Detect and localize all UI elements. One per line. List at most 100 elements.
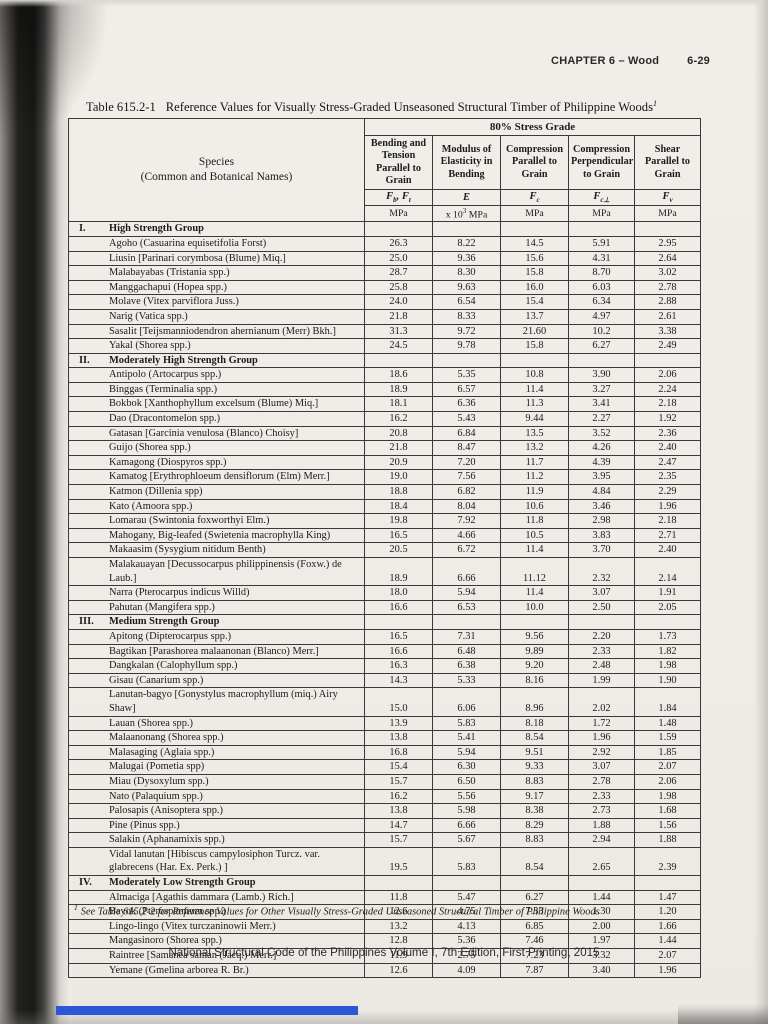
empty-value-cell — [432, 875, 501, 891]
gutter-top-shadow — [0, 0, 110, 140]
value-cell: 8.04 — [432, 498, 501, 515]
value-cell: 16.2 — [364, 788, 433, 805]
species-name-cell: Lomarau (Swintonia foxworthyi Elm.) — [68, 513, 365, 529]
value-cell: 5.83 — [432, 715, 501, 732]
value-cell: 2.06 — [633, 367, 702, 383]
value-cell: 11.4 — [500, 542, 569, 559]
species-row: Binggas (Terminalia spp.) 18.9 6.57 11.4 3.2… — [68, 381, 702, 398]
value-cell: 10.6 — [500, 498, 569, 515]
species-name-cell: Apitong (Dipterocarpus spp.) — [68, 628, 365, 645]
value-cell: 18.1 — [364, 396, 433, 413]
group-name: Moderately Low Strength Group — [109, 877, 256, 889]
species-name-cell: Lauan (Shorea spp.) — [68, 715, 365, 732]
value-cell: 5.35 — [432, 367, 501, 383]
species-name-cell: Kamagong (Diospyros spp.) — [68, 454, 365, 471]
value-cell: 10.0 — [500, 599, 569, 616]
value-cell: 5.33 — [432, 672, 501, 689]
species-name-cell: Bokbok [Xanthophyllum excelsum (Blume) M… — [68, 396, 365, 413]
value-cell: 2.47 — [633, 454, 702, 471]
value-cell: 6.72 — [432, 542, 501, 559]
value-cell: 2.94 — [568, 832, 635, 848]
col-unit-compression-perpendicular: MPa — [568, 205, 635, 223]
footnote-marker: 1 — [74, 903, 78, 912]
value-cell: 5.83 — [432, 846, 501, 877]
species-name-cell: Antipolo (Artocarpus spp.) — [68, 367, 365, 383]
page-number: 6-29 — [687, 55, 710, 67]
empty-value-cell — [633, 221, 702, 237]
value-cell: 9.20 — [500, 658, 569, 674]
species-name-cell: Gatasan [Garcinia venulosa (Blanco) Choi… — [68, 425, 365, 442]
value-cell: 3.52 — [568, 425, 635, 442]
value-cell: 24.0 — [364, 294, 433, 310]
value-cell: 20.9 — [364, 454, 433, 471]
value-cell: 2.49 — [633, 338, 702, 354]
value-cell: 19.0 — [364, 469, 433, 486]
value-cell: 13.7 — [500, 308, 569, 325]
empty-value-cell — [500, 352, 569, 369]
value-cell: 8.70 — [568, 265, 635, 281]
species-name-cell: Vidal lanutan [Hibiscus campylosiphon Tu… — [68, 846, 365, 877]
value-cell: 2.95 — [633, 235, 702, 252]
species-row: Pine (Pinus spp.) 14.7 6.66 8.29 1.88 1.56 — [68, 817, 702, 834]
empty-value-cell — [500, 221, 569, 237]
empty-value-cell — [364, 221, 433, 237]
value-cell: 14.5 — [500, 235, 569, 252]
empty-value-cell — [364, 352, 433, 369]
species-row: Palosapis (Anisoptera spp.) 13.8 5.98 8.38 2… — [68, 803, 702, 819]
species-name-cell: Kato (Amoora spp.) — [68, 498, 365, 515]
scan-edge-top — [0, 0, 768, 7]
species-name-cell: Malaanonang (Shorea spp.) — [68, 730, 365, 746]
species-name-cell: Yemane (Gmelina arborea R. Br.) — [68, 962, 365, 979]
species-name-cell: Mahogany, Big-leafed (Swietenia macrophy… — [68, 527, 365, 544]
table-header-row-top: Species (Common and Botanical Names) 80%… — [68, 117, 702, 223]
value-cell: 4.26 — [568, 440, 635, 456]
value-cell: 2.18 — [633, 513, 702, 529]
species-name-cell: Malugai (Pometia spp) — [68, 759, 365, 775]
species-name-cell: Dao (Dracontomelon spp.) — [68, 411, 365, 427]
value-cell: 2.18 — [633, 396, 702, 413]
value-cell: 2.39 — [633, 846, 702, 877]
value-cell: 18.8 — [364, 484, 433, 500]
value-cell: 16.8 — [364, 744, 433, 761]
value-cell: 6.30 — [432, 759, 501, 775]
species-row: Lauan (Shorea spp.) 13.9 5.83 8.18 1.72 1.48 — [68, 715, 702, 732]
chapter-label: CHAPTER 6 – Wood — [551, 55, 660, 67]
empty-value-cell — [633, 352, 702, 369]
value-cell: 6.57 — [432, 381, 501, 398]
species-name-cell: Gisau (Canarium spp.) — [68, 672, 365, 689]
species-row: Lanutan-bagyo [Gonystylus macrophyllum (… — [68, 687, 702, 717]
value-cell: 2.05 — [633, 599, 702, 616]
empty-value-cell — [364, 875, 433, 891]
value-cell: 2.64 — [633, 250, 702, 267]
table-title-text: Reference Values for Visually Stress-Gra… — [165, 100, 653, 115]
value-cell: 28.7 — [364, 265, 433, 281]
species-row: Mangasinoro (Shorea spp.) 12.8 5.36 7.46 1.9… — [68, 933, 702, 950]
value-cell: 1.59 — [633, 730, 702, 746]
value-cell: 6.66 — [432, 817, 501, 834]
species-name-cell: Narra (Pterocarpus indicus Willd) — [68, 585, 365, 601]
empty-value-cell — [432, 614, 501, 630]
value-cell: 1.98 — [633, 788, 702, 805]
value-cell: 6.82 — [432, 484, 501, 500]
value-cell: 2.73 — [568, 803, 635, 819]
value-cell: 4.66 — [432, 527, 501, 544]
page-footer: National Structural Code of the Philippi… — [168, 946, 600, 959]
species-row: Malugai (Pometia spp) 15.4 6.30 9.33 3.07 2.0… — [68, 759, 702, 775]
species-name-cell: Salakin (Aphanamixis spp.) — [68, 832, 365, 848]
value-cell: 8.47 — [432, 440, 501, 456]
footnote: 1 See Table 615.2-2 for Reference Values … — [74, 903, 600, 917]
value-cell: 21.8 — [364, 440, 433, 456]
value-cell: 2.07 — [633, 759, 702, 775]
value-cell: 1.68 — [633, 803, 702, 819]
empty-value-cell — [364, 614, 433, 630]
value-cell: 2.29 — [633, 484, 702, 500]
value-cell: 11.9 — [500, 484, 569, 500]
value-cell: 3.07 — [568, 759, 635, 775]
species-name-cell: Malakauayan [Decussocarpus philippinensi… — [68, 557, 365, 587]
value-cell: 13.9 — [364, 715, 433, 732]
col-symbol-fb-ft: Fb, Ft — [364, 188, 433, 207]
value-cell: 4.97 — [568, 308, 635, 325]
value-cell: 7.20 — [432, 454, 501, 471]
value-cell: 6.38 — [432, 658, 501, 674]
value-cell: 1.66 — [633, 918, 702, 935]
